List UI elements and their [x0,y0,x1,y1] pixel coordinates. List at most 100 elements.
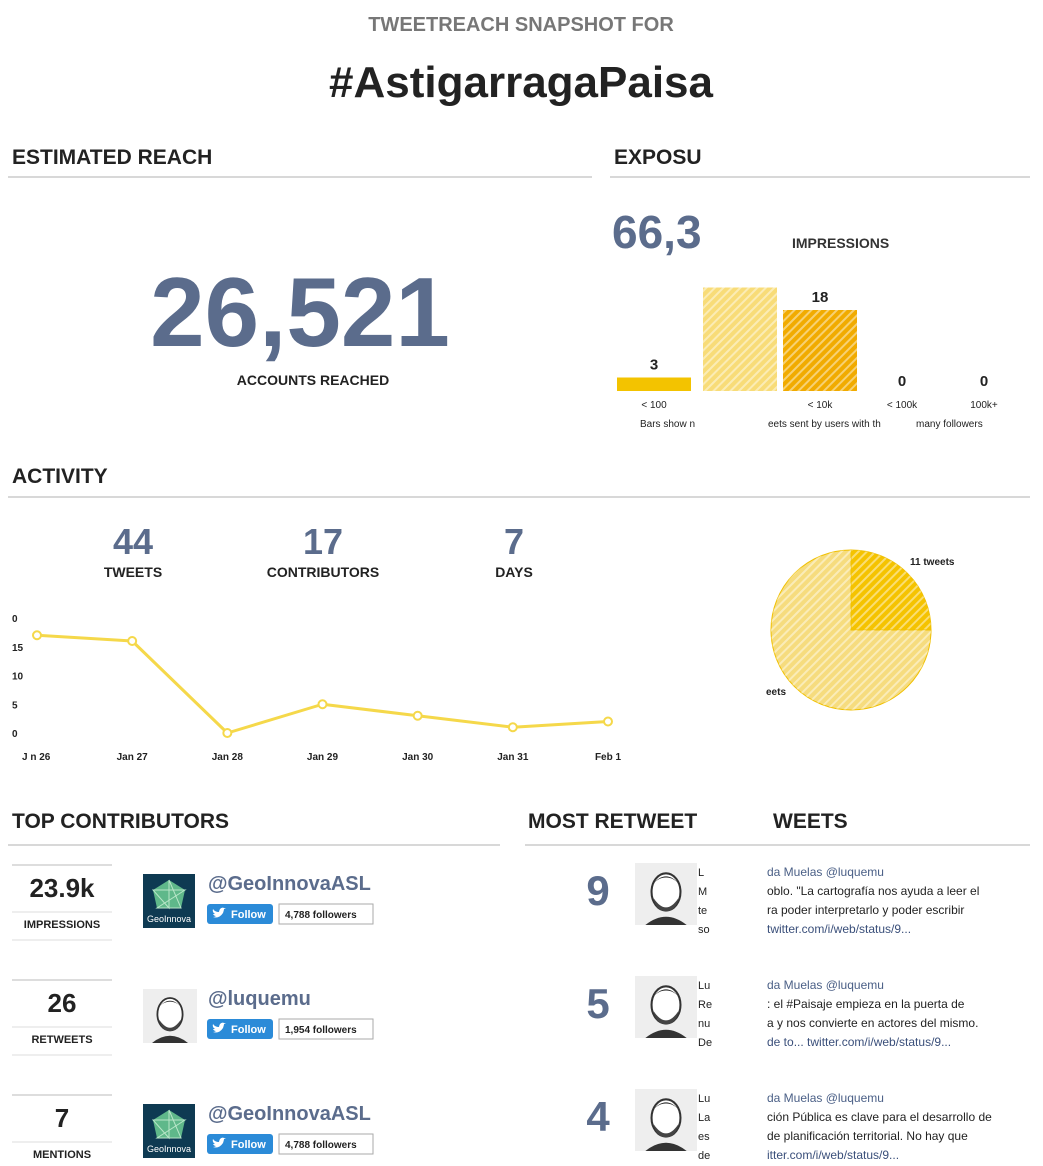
stat-label: TWEETS [104,564,162,580]
contributor-handle: @GeoInnovaASL [208,1103,371,1125]
y-tick-label: 5 [12,700,18,711]
avatar [635,863,697,925]
line-point [509,723,517,731]
tweet-text: oblo. "La cartografía nos ayuda a leer e… [767,884,979,898]
follow-button[interactable]: Follow [207,1019,273,1039]
pie-label: eets [766,687,786,698]
section-heading: EXPOSU [614,146,702,169]
tweet-fragment: La [698,1112,711,1124]
bar-hatch [703,288,777,392]
tweet-fragment: M [698,886,707,898]
logo: GeoInnova [143,1104,195,1158]
follow-button[interactable]: Follow [207,904,273,924]
bar-category-label: < 100k [887,400,918,411]
contributor-stat-label: IMPRESSIONS [24,919,100,931]
tweet-fragment: nu [698,1018,710,1030]
x-tick-label: Jan 31 [497,752,529,763]
pie-label: 11 tweets [910,557,955,568]
tweet-text: ra poder interpretarlo y poder escribir [767,903,964,917]
stat-label: CONTRIBUTORS [267,564,380,580]
bar-category-label: < 10k [808,400,834,411]
bar-value-label: 0 [898,373,906,390]
line-point [33,631,41,639]
retweet-count: 9 [586,867,609,914]
line-point [604,718,612,726]
avatar [143,989,197,1043]
y-tick-label: 0 [12,614,18,625]
y-tick-label: 0 [12,729,18,740]
bar-value-label: 18 [812,289,829,306]
stat-label: DAYS [495,564,533,580]
tweet-text: twitter.com/i/web/status/9... [767,922,911,936]
tweet-text: itter.com/i/web/status/9... [767,1148,899,1162]
reach-value: 26,521 [150,257,450,367]
follow-label: Follow [231,1024,266,1036]
exposure-value: 66,3 [612,206,702,258]
line [37,635,608,733]
contributor-handle: @GeoInnovaASL [208,873,371,895]
tweet-author: da Muelas @luquemu [767,865,884,879]
contributor-handle: @luquemu [208,988,311,1010]
x-tick-label: J n 26 [22,752,51,763]
x-tick-label: Jan 28 [212,752,244,763]
tweet-fragment: L [698,867,704,879]
section-heading: ESTIMATED REACH [12,146,212,169]
followers-count: 4,788 followers [285,910,357,921]
title: #AstigarragaPaisa [329,58,714,107]
tweet-text: de to... twitter.com/i/web/status/9... [767,1035,951,1049]
line-point [414,712,422,720]
section-heading: TOP CONTRIBUTORS [12,810,229,833]
logo-text: GeoInnova [147,914,191,924]
snapshot-page: TWEETREACH SNAPSHOT FOR #AstigarragaPais… [0,0,1043,1166]
line-point [319,700,327,708]
bar-value-label: 3 [650,357,658,374]
followers-count: 1,954 followers [285,1025,357,1036]
bar-caption: Bars show n [640,419,695,430]
tweet-text: de planificación territorial. No hay que [767,1129,968,1143]
contributor-stat: 7 [55,1103,69,1133]
line-point [223,729,231,737]
contributor-stat-label: RETWEETS [31,1034,92,1046]
tweet-text: : el #Paisaje empieza en la puerta de [767,997,965,1011]
stat-value: 7 [504,521,524,562]
x-tick-label: Jan 27 [117,752,149,763]
tweet-fragment: Lu [698,1093,710,1105]
x-tick-label: Jan 30 [402,752,434,763]
y-tick-label: 10 [12,672,24,683]
avatar [635,1089,697,1151]
section-heading: WEETS [773,810,848,833]
x-tick-label: Feb 1 [595,752,622,763]
bar [617,378,691,392]
exposure-label: IMPRESSIONS [792,235,889,251]
tweet-fragment: Re [698,999,712,1011]
contributor-stat: 23.9k [29,873,95,903]
bar-caption: many followers [916,419,983,430]
bar-category-label: 100k+ [970,400,998,411]
x-tick-label: Jan 29 [307,752,339,763]
tweet-fragment: te [698,905,707,917]
logo-text: GeoInnova [147,1144,191,1154]
line-point [128,637,136,645]
retweet-count: 4 [586,1093,610,1140]
retweet-count: 5 [586,980,609,1027]
tweet-text: a y nos convierte en actores del mismo. [767,1016,978,1030]
subtitle: TWEETREACH SNAPSHOT FOR [368,14,674,36]
tweet-author: da Muelas @luquemu [767,978,884,992]
follow-label: Follow [231,1139,266,1151]
bar-value-label: 0 [980,373,988,390]
follow-button[interactable]: Follow [207,1134,273,1154]
contributor-stat-label: MENTIONS [33,1149,91,1161]
section-heading: ACTIVITY [12,465,108,488]
stat-value: 17 [303,521,343,562]
bar-caption: eets sent by users with th [768,419,881,430]
contributor-stat: 26 [48,988,77,1018]
section-heading: MOST RETWEET [528,810,697,833]
tweet-text: ción Pública es clave para el desarrollo… [767,1110,992,1124]
tweet-author: da Muelas @luquemu [767,1091,884,1105]
tweet-fragment: so [698,924,710,936]
y-tick-label: 15 [12,643,24,654]
bar-category-label: < 100 [641,400,667,411]
follow-label: Follow [231,909,266,921]
followers-count: 4,788 followers [285,1140,357,1151]
logo: GeoInnova [143,874,195,928]
